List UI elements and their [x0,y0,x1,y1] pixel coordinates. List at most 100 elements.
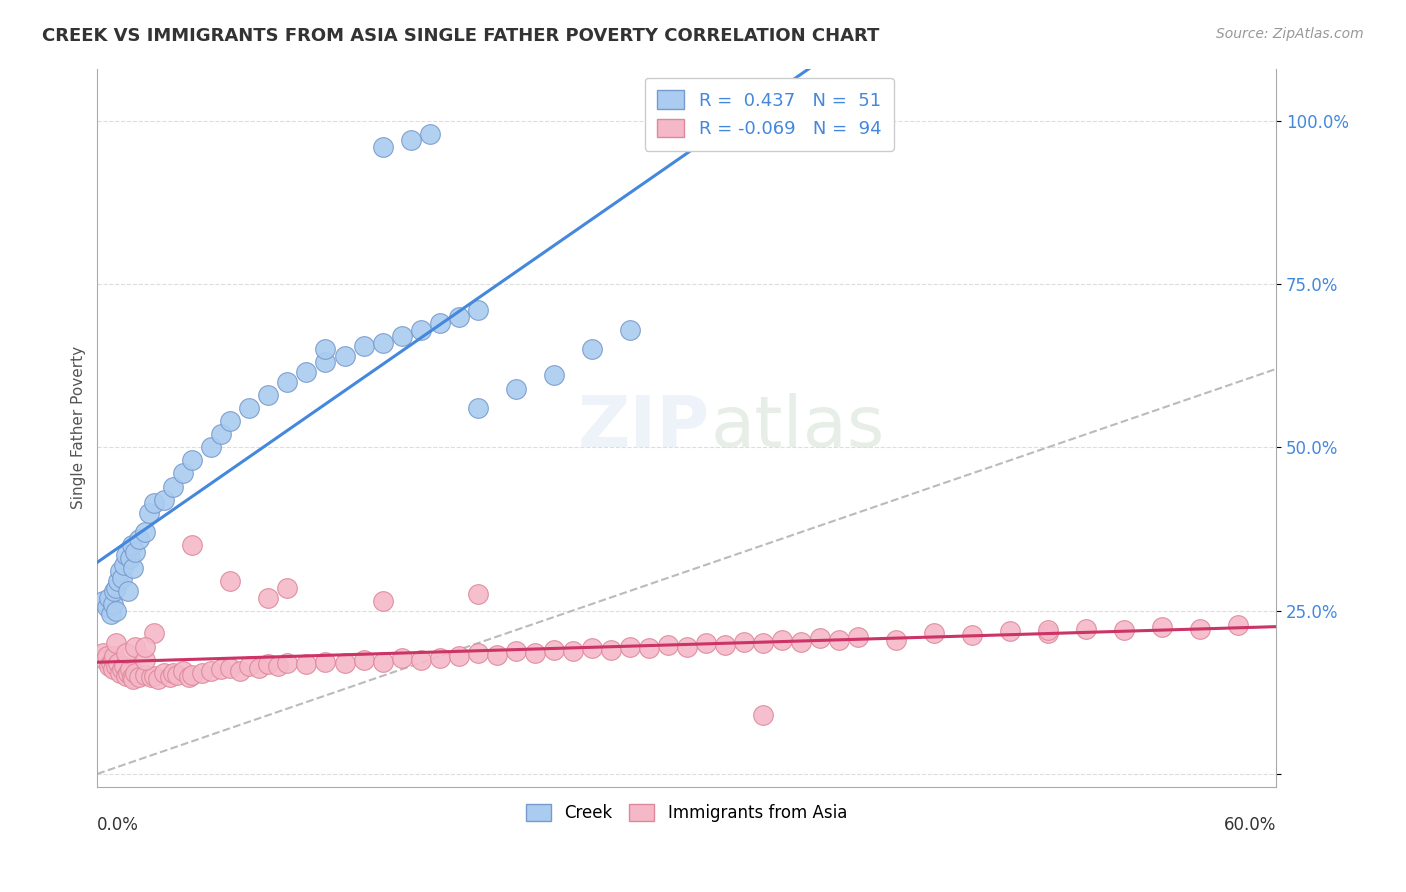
Point [1227,618,1250,632]
Point [91,594,114,608]
Point [419,127,441,141]
Point [238,401,260,416]
Point [1036,623,1059,637]
Point [371,335,394,350]
Point [229,664,252,678]
Point [153,665,176,680]
Point [115,646,138,660]
Point [238,659,260,673]
Point [770,632,793,647]
Point [371,594,394,608]
Point [257,591,280,605]
Point [101,662,124,676]
Point [96,600,118,615]
Y-axis label: Single Father Poverty: Single Father Poverty [72,346,86,509]
Point [391,650,413,665]
Point [276,581,298,595]
Point [128,670,150,684]
Point [108,565,131,579]
Point [219,414,242,428]
Point [333,349,356,363]
Point [162,665,184,680]
Point [166,667,188,681]
Point [295,365,318,379]
Point [247,661,270,675]
Point [267,659,290,673]
Point [581,641,603,656]
Point [219,574,242,589]
Point [139,670,162,684]
Point [100,656,122,670]
Text: Source: ZipAtlas.com: Source: ZipAtlas.com [1216,27,1364,41]
Point [177,670,200,684]
Text: CREEK VS IMMIGRANTS FROM ASIA SINGLE FATHER POVERTY CORRELATION CHART: CREEK VS IMMIGRANTS FROM ASIA SINGLE FAT… [42,27,880,45]
Point [105,659,128,673]
Point [112,558,135,572]
Point [467,303,489,318]
Point [122,561,145,575]
Point [105,604,128,618]
Point [108,665,131,680]
Point [675,640,697,654]
Point [143,669,166,683]
Point [124,665,146,680]
Point [467,587,489,601]
Point [257,657,280,672]
Point [94,652,117,666]
Point [619,640,641,654]
Point [581,343,603,357]
Point [96,649,118,664]
Point [91,646,114,660]
Point [143,626,166,640]
Point [138,506,160,520]
Point [162,479,184,493]
Point [276,375,298,389]
Point [315,343,337,357]
Point [353,339,375,353]
Point [409,323,432,337]
Point [599,642,621,657]
Point [846,630,869,644]
Text: ZIP: ZIP [578,393,710,462]
Point [200,440,222,454]
Point [315,655,337,669]
Point [200,664,222,678]
Point [159,670,181,684]
Point [121,670,143,684]
Point [172,664,194,678]
Point [884,632,907,647]
Point [485,648,508,662]
Point [128,532,150,546]
Point [371,655,394,669]
Point [561,644,583,658]
Point [637,641,659,656]
Point [101,597,124,611]
Point [257,388,280,402]
Point [333,656,356,670]
Point [1189,622,1212,636]
Point [315,355,337,369]
Point [124,545,146,559]
Point [97,659,120,673]
Point [960,628,983,642]
Point [276,656,298,670]
Point [808,631,831,645]
Point [1074,622,1097,636]
Text: 0.0%: 0.0% [97,815,139,834]
Point [103,584,125,599]
Point [118,551,141,566]
Point [467,646,489,660]
Point [111,662,134,676]
Point [111,571,134,585]
Point [112,659,135,673]
Point [752,636,775,650]
Point [181,667,204,681]
Point [399,133,422,147]
Point [117,665,139,680]
Point [922,626,945,640]
Point [543,642,565,657]
Point [105,636,128,650]
Point [391,329,413,343]
Point [543,368,565,383]
Point [828,632,851,647]
